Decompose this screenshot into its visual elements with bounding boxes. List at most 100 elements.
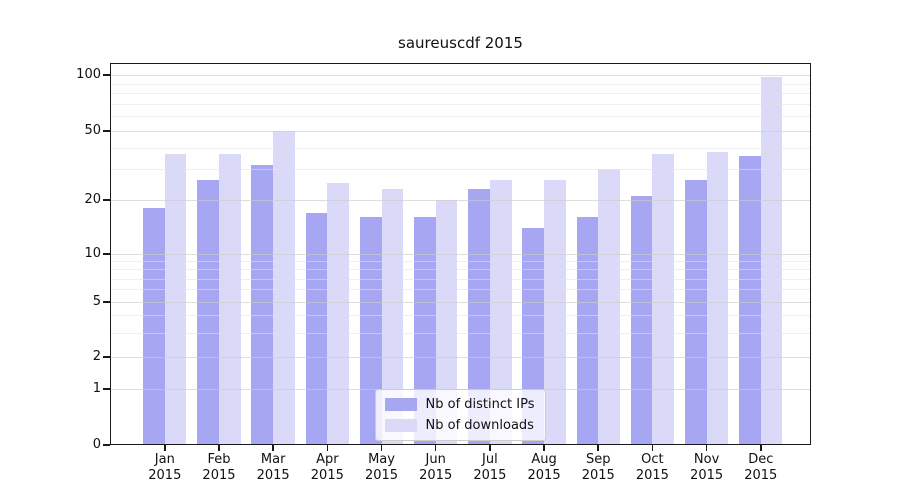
- bar-downloads-oct: [652, 153, 675, 445]
- x-tick-mark: [434, 445, 437, 451]
- bar-ips-sep: [576, 217, 599, 445]
- x-tick-month: Jun: [425, 452, 446, 467]
- x-tick-mark: [489, 445, 491, 451]
- bar-ips-nov: [684, 180, 707, 445]
- x-tick-year: 2015: [364, 468, 399, 483]
- x-tick-label: Jun 2015: [404, 452, 468, 484]
- y-tick-mark: [103, 74, 110, 76]
- gridline-minor: [110, 147, 811, 149]
- bar-ips-jan: [143, 208, 165, 445]
- plot-area: Nb of distinct IPs Nb of downloads: [110, 63, 811, 445]
- legend-label-distinct-ips: Nb of distinct IPs: [425, 397, 535, 412]
- y-tick-label: 0: [92, 437, 101, 452]
- x-tick-month: Aug: [531, 452, 557, 467]
- gridline-major: [110, 131, 811, 132]
- x-tick-label: Aug 2015: [512, 452, 576, 484]
- x-tick-mark: [326, 445, 329, 451]
- y-tick-label: 5: [92, 294, 101, 309]
- x-tick-month: Oct: [641, 452, 664, 467]
- y-tick-label: 100: [76, 67, 101, 82]
- gridlines-layer: [110, 63, 811, 445]
- x-tick-year: 2015: [202, 468, 236, 483]
- y-tick-mark: [103, 130, 110, 132]
- x-tick-label: Nov 2015: [675, 452, 739, 484]
- x-tick-mark: [218, 445, 220, 451]
- gridline-minor: [110, 103, 811, 105]
- gridline-minor: [110, 278, 811, 280]
- x-tick-label: Jan 2015: [133, 452, 197, 484]
- gridline-minor: [110, 169, 811, 171]
- bar-ips-dec: [739, 155, 761, 445]
- bar-downloads-aug: [544, 180, 566, 445]
- x-tick-label: Sep 2015: [566, 452, 630, 484]
- x-tick-label: Feb 2015: [187, 452, 251, 484]
- y-tick-mark: [103, 301, 110, 303]
- chart-title: saureuscdf 2015: [398, 34, 523, 52]
- x-tick-mark: [380, 445, 383, 451]
- x-tick-year: 2015: [690, 468, 724, 483]
- legend-item-downloads: Nb of downloads: [384, 418, 535, 433]
- x-tick-label: Mar 2015: [241, 452, 305, 484]
- x-tick-month: Feb: [207, 452, 231, 467]
- x-tick-mark: [272, 445, 274, 451]
- x-tick-mark: [164, 445, 166, 451]
- bar-downloads-mar: [273, 131, 295, 445]
- axes-frame: [110, 63, 811, 445]
- y-tick-mark: [103, 253, 110, 255]
- bar-downloads-feb: [218, 153, 241, 445]
- y-tick-mark: [103, 444, 110, 446]
- x-tick-label: Jul 2015: [458, 452, 522, 484]
- x-tick-year: 2015: [473, 468, 507, 483]
- x-tick-month: Apr: [316, 452, 339, 467]
- bar-ips-apr: [305, 212, 328, 445]
- x-tick-year: 2015: [148, 468, 182, 483]
- bar-ips-oct: [630, 196, 653, 445]
- x-tick-label: Dec 2015: [729, 452, 793, 484]
- x-tick-label: Oct 2015: [620, 452, 684, 484]
- gridline-minor: [110, 289, 811, 291]
- gridline-minor: [110, 315, 811, 317]
- x-tick-mark: [651, 445, 654, 451]
- x-tick-year: 2015: [256, 468, 290, 483]
- bar-downloads-apr: [327, 183, 350, 445]
- x-tick-year: 2015: [310, 468, 344, 483]
- gridline-major: [110, 200, 811, 201]
- x-tick-label: Apr 2015: [295, 452, 359, 484]
- legend-item-distinct-ips: Nb of distinct IPs: [384, 397, 535, 412]
- y-tick-mark: [103, 356, 110, 358]
- gridline-minor: [110, 116, 811, 118]
- gridline-major: [110, 254, 811, 255]
- gridline-major: [110, 75, 811, 76]
- legend-label-downloads: Nb of downloads: [425, 418, 534, 433]
- x-tick-mark: [705, 445, 708, 451]
- x-tick-month: Dec: [748, 452, 774, 467]
- y-tick-mark: [103, 199, 110, 201]
- y-tick-label: 50: [84, 123, 101, 138]
- x-tick-year: 2015: [635, 468, 669, 483]
- x-tick-label: May 2015: [350, 452, 414, 484]
- x-tick-year: 2015: [744, 468, 778, 483]
- bars-layer: [110, 63, 811, 445]
- x-tick-mark: [543, 445, 545, 451]
- x-tick-month: Jan: [154, 452, 175, 467]
- x-tick-month: Sep: [585, 452, 611, 467]
- x-tick-month: Nov: [693, 452, 720, 467]
- y-tick-label: 2: [92, 349, 101, 364]
- gridline-major: [110, 302, 811, 303]
- y-tick-label: 10: [84, 246, 101, 261]
- legend-swatch-downloads: [384, 419, 417, 432]
- legend-swatch-distinct-ips: [384, 398, 417, 411]
- x-tick-mark: [597, 445, 599, 451]
- bar-downloads-jan: [164, 153, 187, 445]
- x-tick-month: Jul: [482, 452, 498, 467]
- y-tick-label: 1: [92, 381, 101, 396]
- y-tick-mark: [103, 388, 110, 390]
- gridline-minor: [110, 93, 811, 95]
- gridline-major: [110, 357, 811, 358]
- y-tick-label: 20: [84, 192, 101, 207]
- x-tick-mark: [760, 445, 762, 451]
- bar-downloads-dec: [760, 77, 783, 445]
- bar-downloads-sep: [598, 169, 620, 445]
- x-tick-year: 2015: [581, 468, 615, 483]
